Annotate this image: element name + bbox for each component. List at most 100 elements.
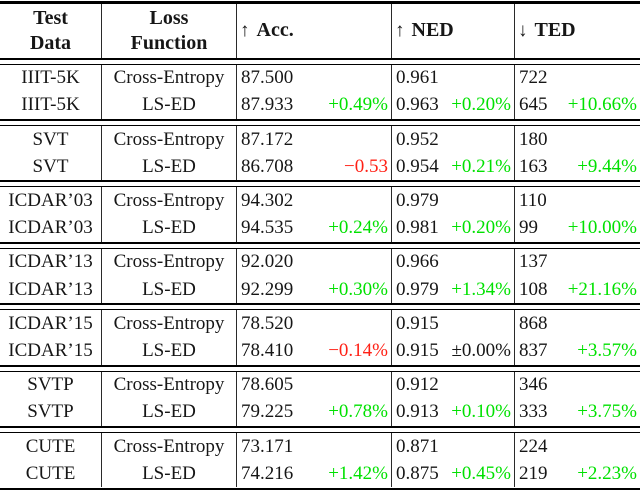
ted-value: 837	[519, 340, 548, 362]
acc-cell: 94.535 +0.24%	[237, 214, 392, 242]
ted-cell: 333 +3.75%	[515, 399, 640, 426]
table-row: ICDAR’03 LS-ED 94.535 +0.24% 0.981 +0.20% 99 +1…	[0, 214, 640, 242]
table-row: ICDAR’03 Cross-Entropy 94.302 0.979 110	[0, 187, 640, 215]
ned-delta: +0.20%	[451, 217, 511, 239]
loss-cell: Cross-Entropy	[102, 125, 237, 154]
dataset-label: SVTP	[27, 401, 74, 423]
acc-delta: −0.53	[344, 155, 388, 177]
ned-cell: 0.954 +0.21%	[392, 153, 515, 181]
ted-cell: 163 +9.44%	[515, 153, 640, 180]
loss-function-label: LS-ED	[142, 217, 196, 239]
dataset-block: ICDAR’15 Cross-Entropy 78.520 0.915 868 ICDAR…	[0, 310, 640, 365]
ted-delta: +3.57%	[577, 340, 637, 362]
ned-value: 0.875	[396, 462, 439, 484]
block-separator	[0, 180, 640, 188]
ned-delta: +1.34%	[451, 278, 511, 300]
block-separator	[0, 241, 640, 249]
dataset-block: ICDAR’13 Cross-Entropy 92.020 0.966 137 ICDAR…	[0, 248, 640, 304]
ted-value: 180	[519, 128, 548, 150]
dataset-cell: CUTE	[0, 433, 102, 461]
header-cell-test-data: Test Data	[0, 3, 102, 58]
dataset-cell: SVT	[0, 153, 102, 181]
loss-cell: LS-ED	[102, 214, 237, 242]
acc-value: 94.302	[241, 189, 294, 211]
top-rule	[0, 1, 640, 4]
ned-value: 0.952	[396, 128, 439, 150]
up-arrow-icon: ↑	[240, 19, 250, 41]
ned-cell: 0.952	[392, 125, 515, 154]
ned-value: 0.954	[396, 155, 439, 177]
loss-function-label: Cross-Entropy	[113, 312, 225, 334]
ned-delta: +0.21%	[451, 155, 511, 177]
ned-cell: 0.875 +0.45%	[392, 460, 515, 488]
ted-delta: +10.66%	[567, 94, 637, 116]
ted-value: 219	[519, 462, 548, 484]
loss-function-label: LS-ED	[142, 94, 196, 116]
header-cell-acc: ↑ Acc.	[237, 3, 392, 58]
ned-delta: +0.45%	[451, 462, 511, 484]
ned-cell: 0.961	[392, 64, 515, 92]
ned-value: 0.913	[396, 401, 439, 423]
dataset-cell: IIIT-5K	[0, 91, 102, 119]
ted-value: 110	[519, 189, 547, 211]
table-row: ICDAR’13 Cross-Entropy 92.020 0.966 137	[0, 248, 640, 276]
table-header: Test Data Loss Function ↑ Acc. ↑ NED ↓ T…	[0, 3, 640, 58]
loss-cell: Cross-Entropy	[102, 371, 237, 399]
loss-cell: LS-ED	[102, 398, 237, 427]
dataset-block: IIIT-5K Cross-Entropy 87.500 0.961 722 IIIT-5…	[0, 64, 640, 119]
header-line: Test	[33, 6, 68, 29]
dataset-label: CUTE	[25, 462, 76, 484]
loss-cell: Cross-Entropy	[102, 187, 237, 215]
ted-value: 108	[519, 278, 548, 300]
ned-cell: 0.915	[392, 310, 515, 338]
table-row: ICDAR’13 LS-ED 92.299 +0.30% 0.979 +1.34% 108 +…	[0, 275, 640, 304]
table-body: IIIT-5K Cross-Entropy 87.500 0.961 722 IIIT-5…	[0, 64, 640, 488]
acc-cell: 87.500	[237, 64, 392, 92]
loss-cell: Cross-Entropy	[102, 64, 237, 92]
ted-value: 346	[519, 374, 548, 396]
ned-cell: 0.979	[392, 187, 515, 215]
ted-cell: 99 +10.00%	[515, 215, 640, 242]
ned-cell: 0.966	[392, 248, 515, 276]
down-arrow-icon: ↓	[518, 19, 528, 41]
header-cell-loss-function: Loss Function	[102, 3, 237, 58]
loss-function-label: Cross-Entropy	[113, 189, 225, 211]
acc-cell: 78.605	[237, 371, 392, 399]
dataset-label: IIIT-5K	[21, 94, 80, 116]
ted-value: 333	[519, 401, 548, 423]
block-separator	[0, 118, 640, 126]
acc-value: 78.410	[241, 340, 294, 362]
acc-delta: +0.49%	[328, 94, 388, 116]
acc-delta: +0.78%	[328, 401, 388, 423]
acc-cell: 86.708 −0.53	[237, 153, 392, 181]
ned-cell: 0.913 +0.10%	[392, 398, 515, 427]
dataset-cell: SVT	[0, 125, 102, 154]
dataset-cell: CUTE	[0, 460, 102, 488]
ted-value: 163	[519, 155, 548, 177]
ned-value: 0.981	[396, 217, 439, 239]
acc-value: 74.216	[241, 462, 294, 484]
dataset-label: ICDAR’15	[8, 312, 93, 334]
acc-value: 78.605	[241, 374, 294, 396]
ted-cell: 108 +21.16%	[515, 276, 640, 303]
ted-cell: 346	[515, 372, 640, 399]
loss-function-label: LS-ED	[142, 462, 196, 484]
acc-value: 92.299	[241, 278, 294, 300]
acc-cell: 73.171	[237, 433, 392, 461]
dataset-cell: IIIT-5K	[0, 64, 102, 92]
loss-cell: LS-ED	[102, 460, 237, 488]
ted-value: 99	[519, 217, 538, 239]
block-separator	[0, 303, 640, 311]
ted-delta: +2.23%	[577, 462, 637, 484]
loss-cell: Cross-Entropy	[102, 248, 237, 276]
ted-value: 137	[519, 251, 548, 273]
ned-value: 0.915	[396, 340, 439, 362]
dataset-cell: ICDAR’13	[0, 275, 102, 304]
dataset-block: CUTE Cross-Entropy 73.171 0.871 224 CUTE LS-ED…	[0, 433, 640, 488]
dataset-label: SVT	[32, 155, 69, 177]
ned-delta: +0.10%	[451, 401, 511, 423]
ted-value: 868	[519, 312, 548, 334]
acc-delta: +0.30%	[328, 278, 388, 300]
header-acc-label: Acc.	[256, 19, 294, 41]
ned-delta: ±0.00%	[451, 340, 511, 362]
